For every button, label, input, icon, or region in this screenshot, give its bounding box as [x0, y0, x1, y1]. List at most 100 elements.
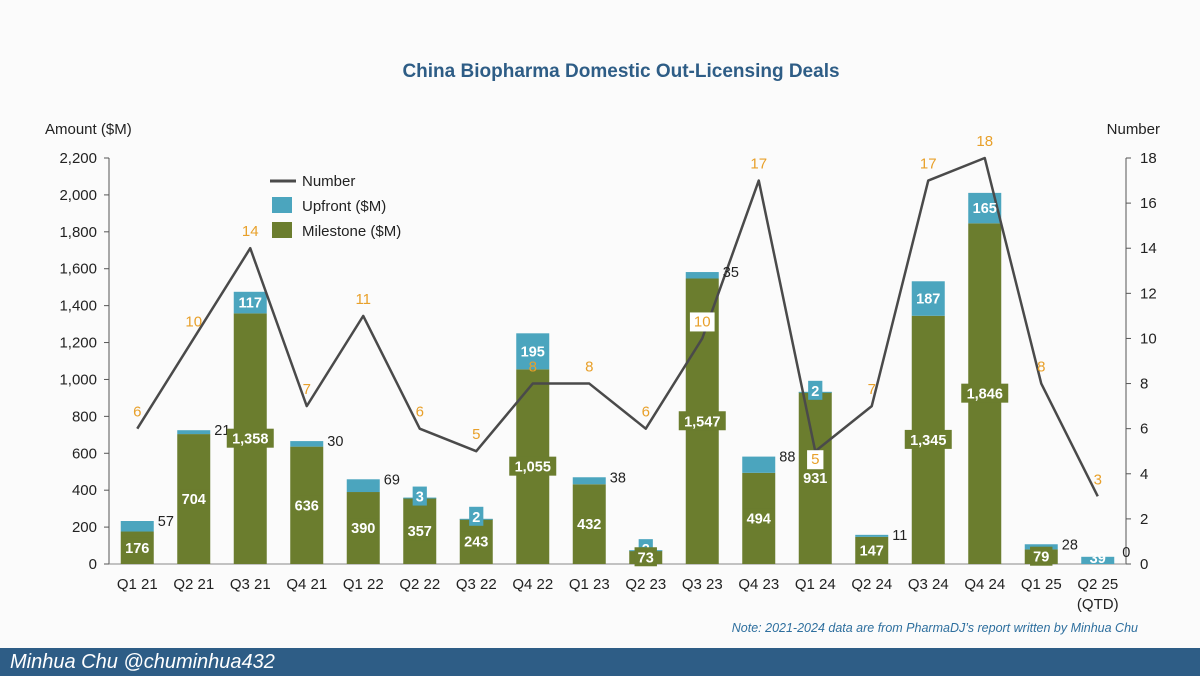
author-credit: Minhua Chu @chuminhua432 — [10, 651, 275, 673]
number-value-label: 8 — [529, 359, 537, 376]
milestone-value-label: 1,846 — [967, 387, 1003, 403]
x-tick-label: Q4 22 — [512, 576, 553, 593]
upfront-value-label: 187 — [916, 292, 940, 308]
number-value-label: 5 — [811, 451, 819, 468]
upfront-value-label: 2 — [811, 384, 819, 400]
milestone-value-label: 176 — [125, 541, 149, 557]
upfront-value-label: 117 — [239, 296, 262, 312]
legend-label-milestone: Milestone ($M) — [302, 223, 401, 240]
milestone-value-label: 1,547 — [684, 414, 720, 430]
number-value-label: 8 — [585, 359, 593, 376]
milestone-value-label: 494 — [747, 511, 771, 527]
y2-tick-label: 10 — [1140, 330, 1157, 347]
upfront-bar — [177, 430, 211, 435]
upfront-bar — [233, 291, 267, 314]
milestone-value-label-bg — [961, 383, 1009, 403]
number-value-label: 5 — [472, 426, 480, 443]
milestone-value-label-bg — [178, 489, 210, 509]
upfront-bar — [572, 477, 606, 485]
y-tick-label: 1,600 — [59, 261, 97, 278]
milestone-value-label: 79 — [1033, 550, 1049, 566]
upfront-bar — [911, 281, 945, 316]
milestone-value-label-bg — [404, 521, 436, 541]
y2-tick-label: 6 — [1140, 421, 1148, 438]
milestone-value-label: 432 — [577, 517, 601, 533]
upfront-value-label-bg — [469, 506, 484, 526]
milestone-value-label-bg — [347, 518, 379, 538]
y-tick-label: 2,000 — [59, 187, 97, 204]
number-value-label: 6 — [416, 404, 424, 421]
y2-tick-label: 12 — [1140, 285, 1157, 302]
milestone-value-label-bg — [573, 514, 605, 534]
milestone-value-label-bg — [678, 411, 726, 431]
x-tick-label: Q2 22 — [399, 576, 440, 593]
milestone-value-label: 243 — [464, 535, 488, 551]
number-value-label: 6 — [642, 404, 650, 421]
upfront-bar — [1081, 556, 1115, 564]
upfront-value-label: 88 — [779, 450, 795, 466]
x-tick-label: Q3 21 — [230, 576, 271, 593]
number-value-label: 17 — [920, 156, 937, 173]
milestone-value-label-bg — [743, 508, 775, 528]
upfront-bar — [346, 479, 380, 493]
milestone-value-label-bg — [291, 495, 323, 515]
number-value-label: 10 — [694, 313, 711, 330]
x-tick-sublabel: (QTD) — [1077, 596, 1119, 613]
upfront-value-label: 28 — [1062, 537, 1078, 553]
number-label-bg — [807, 450, 824, 470]
milestone-value-label: 931 — [803, 471, 827, 487]
upfront-value-label-bg — [412, 486, 427, 506]
upfront-value-label: 2 — [472, 510, 480, 526]
y2-tick-label: 14 — [1140, 240, 1157, 257]
x-tick-label: Q2 23 — [625, 576, 666, 593]
x-tick-label: Q4 23 — [738, 576, 779, 593]
y2-tick-label: 0 — [1140, 556, 1148, 573]
milestone-value-label: 1,345 — [910, 433, 946, 449]
number-value-label: 7 — [868, 381, 876, 398]
bars-group — [120, 192, 1115, 564]
legend-label-number: Number — [302, 173, 355, 190]
x-tick-label: Q3 22 — [456, 576, 497, 593]
number-value-label: 10 — [185, 313, 202, 330]
milestone-value-label-bg — [460, 531, 492, 551]
y2-tick-label: 2 — [1140, 511, 1148, 528]
y2-tick-label: 16 — [1140, 195, 1157, 212]
line-group — [136, 156, 1099, 497]
x-tick-label: Q4 24 — [964, 576, 1005, 593]
upfront-value-label: 35 — [723, 265, 739, 281]
y2-tick-label: 18 — [1140, 150, 1157, 167]
upfront-bar — [742, 456, 776, 473]
y2-axis-label: Number — [1107, 121, 1160, 138]
milestone-value-label-bg — [226, 428, 274, 448]
legend-label-upfront: Upfront ($M) — [302, 198, 386, 215]
y-tick-label: 800 — [72, 408, 97, 425]
y2-tick-label: 4 — [1140, 466, 1148, 483]
upfront-value-label: 38 — [610, 470, 626, 486]
number-value-label: 14 — [242, 223, 259, 240]
milestone-value-label: 73 — [638, 550, 654, 566]
upfront-value-label: 195 — [521, 344, 545, 360]
milestone-value-label: 704 — [182, 492, 206, 508]
upfront-value-label-bg — [808, 380, 823, 400]
number-value-label: 3 — [1094, 471, 1102, 488]
x-tick-label: Q1 23 — [569, 576, 610, 593]
x-tick-label: Q1 25 — [1021, 576, 1062, 593]
chart-svg: China Biopharma Domestic Out-Licensing D… — [45, 61, 1160, 635]
milestone-value-label: 147 — [860, 543, 884, 559]
y-tick-label: 600 — [72, 445, 97, 462]
number-series-line — [136, 156, 1099, 497]
milestone-value-label-bg — [509, 456, 557, 476]
x-tick-label: Q1 22 — [343, 576, 384, 593]
milestone-value-label: 636 — [295, 498, 319, 514]
x-tick-label: Q3 24 — [908, 576, 949, 593]
milestone-value-label: 1,055 — [515, 460, 551, 476]
upfront-bar — [516, 333, 550, 370]
upfront-value-label: 165 — [973, 201, 997, 217]
upfront-value-label: 69 — [384, 472, 400, 488]
y-tick-label: 1,200 — [59, 335, 97, 352]
upfront-value-label: 57 — [158, 514, 174, 530]
y-tick-label: 400 — [72, 482, 97, 499]
upfront-value-label: 3 — [416, 490, 424, 506]
milestone-value-label-bg — [799, 468, 831, 488]
